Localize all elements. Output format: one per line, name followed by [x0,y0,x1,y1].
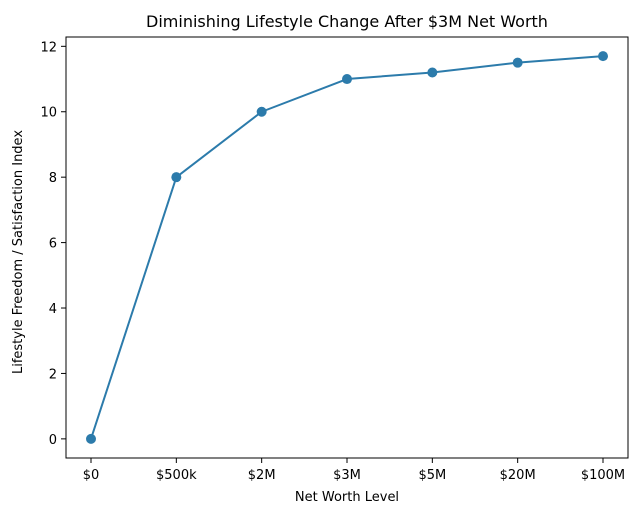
x-tick-label: $3M [333,468,361,483]
x-tick-label: $20M [500,468,536,483]
x-tick-label: $100M [581,468,625,483]
data-point [427,67,438,78]
data-point [171,172,182,183]
chart-title: Diminishing Lifestyle Change After $3M N… [146,12,548,31]
series-line [90,55,604,440]
y-axis-label: Lifestyle Freedom / Satisfaction Index [11,130,26,374]
plot-area: 0 2 4 6 8 10 12 $0 $500k $2M $3M $5M $20M $100M [40,36,629,483]
y-tick-label: 0 [49,433,57,448]
y-tick-label: 10 [40,106,57,121]
plot-frame [65,36,629,459]
data-point [598,51,608,62]
x-tick-label: $0 [83,468,100,483]
y-tick-label: 4 [49,302,57,317]
x-tick-label: $5M [418,468,446,483]
x-tick-label: $2M [248,468,276,483]
y-tick-label: 2 [49,367,57,382]
x-axis-label: Net Worth Level [295,490,399,505]
y-tick-label: 8 [49,171,57,186]
data-point [86,433,96,444]
data-point [342,74,352,85]
y-tick-label: 6 [49,237,57,252]
x-tick-label: $500k [156,468,197,483]
data-point [512,57,523,68]
y-tick-label: 12 [40,40,57,55]
data-point [256,106,267,117]
